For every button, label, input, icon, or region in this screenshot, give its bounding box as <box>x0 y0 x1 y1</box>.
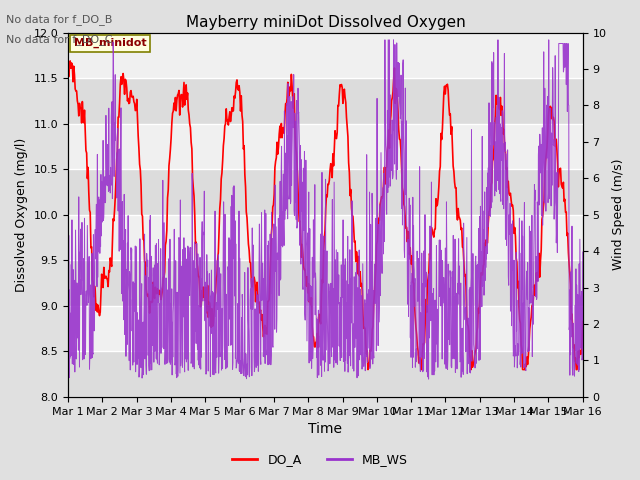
Bar <box>68 260 583 306</box>
Bar <box>68 169 583 215</box>
Text: MB_minidot: MB_minidot <box>74 38 146 48</box>
Bar <box>68 351 583 397</box>
Text: No data for f_DO_C: No data for f_DO_C <box>6 34 113 45</box>
Legend: DO_A, MB_WS: DO_A, MB_WS <box>227 448 413 471</box>
Bar <box>68 215 583 260</box>
Bar <box>68 78 583 124</box>
X-axis label: Time: Time <box>308 422 342 436</box>
Bar <box>68 306 583 351</box>
Y-axis label: Wind Speed (m/s): Wind Speed (m/s) <box>612 159 625 271</box>
Bar <box>68 33 583 78</box>
Bar <box>68 124 583 169</box>
Text: No data for f_DO_B: No data for f_DO_B <box>6 14 113 25</box>
Title: Mayberry miniDot Dissolved Oxygen: Mayberry miniDot Dissolved Oxygen <box>186 15 465 30</box>
Y-axis label: Dissolved Oxygen (mg/l): Dissolved Oxygen (mg/l) <box>15 138 28 292</box>
